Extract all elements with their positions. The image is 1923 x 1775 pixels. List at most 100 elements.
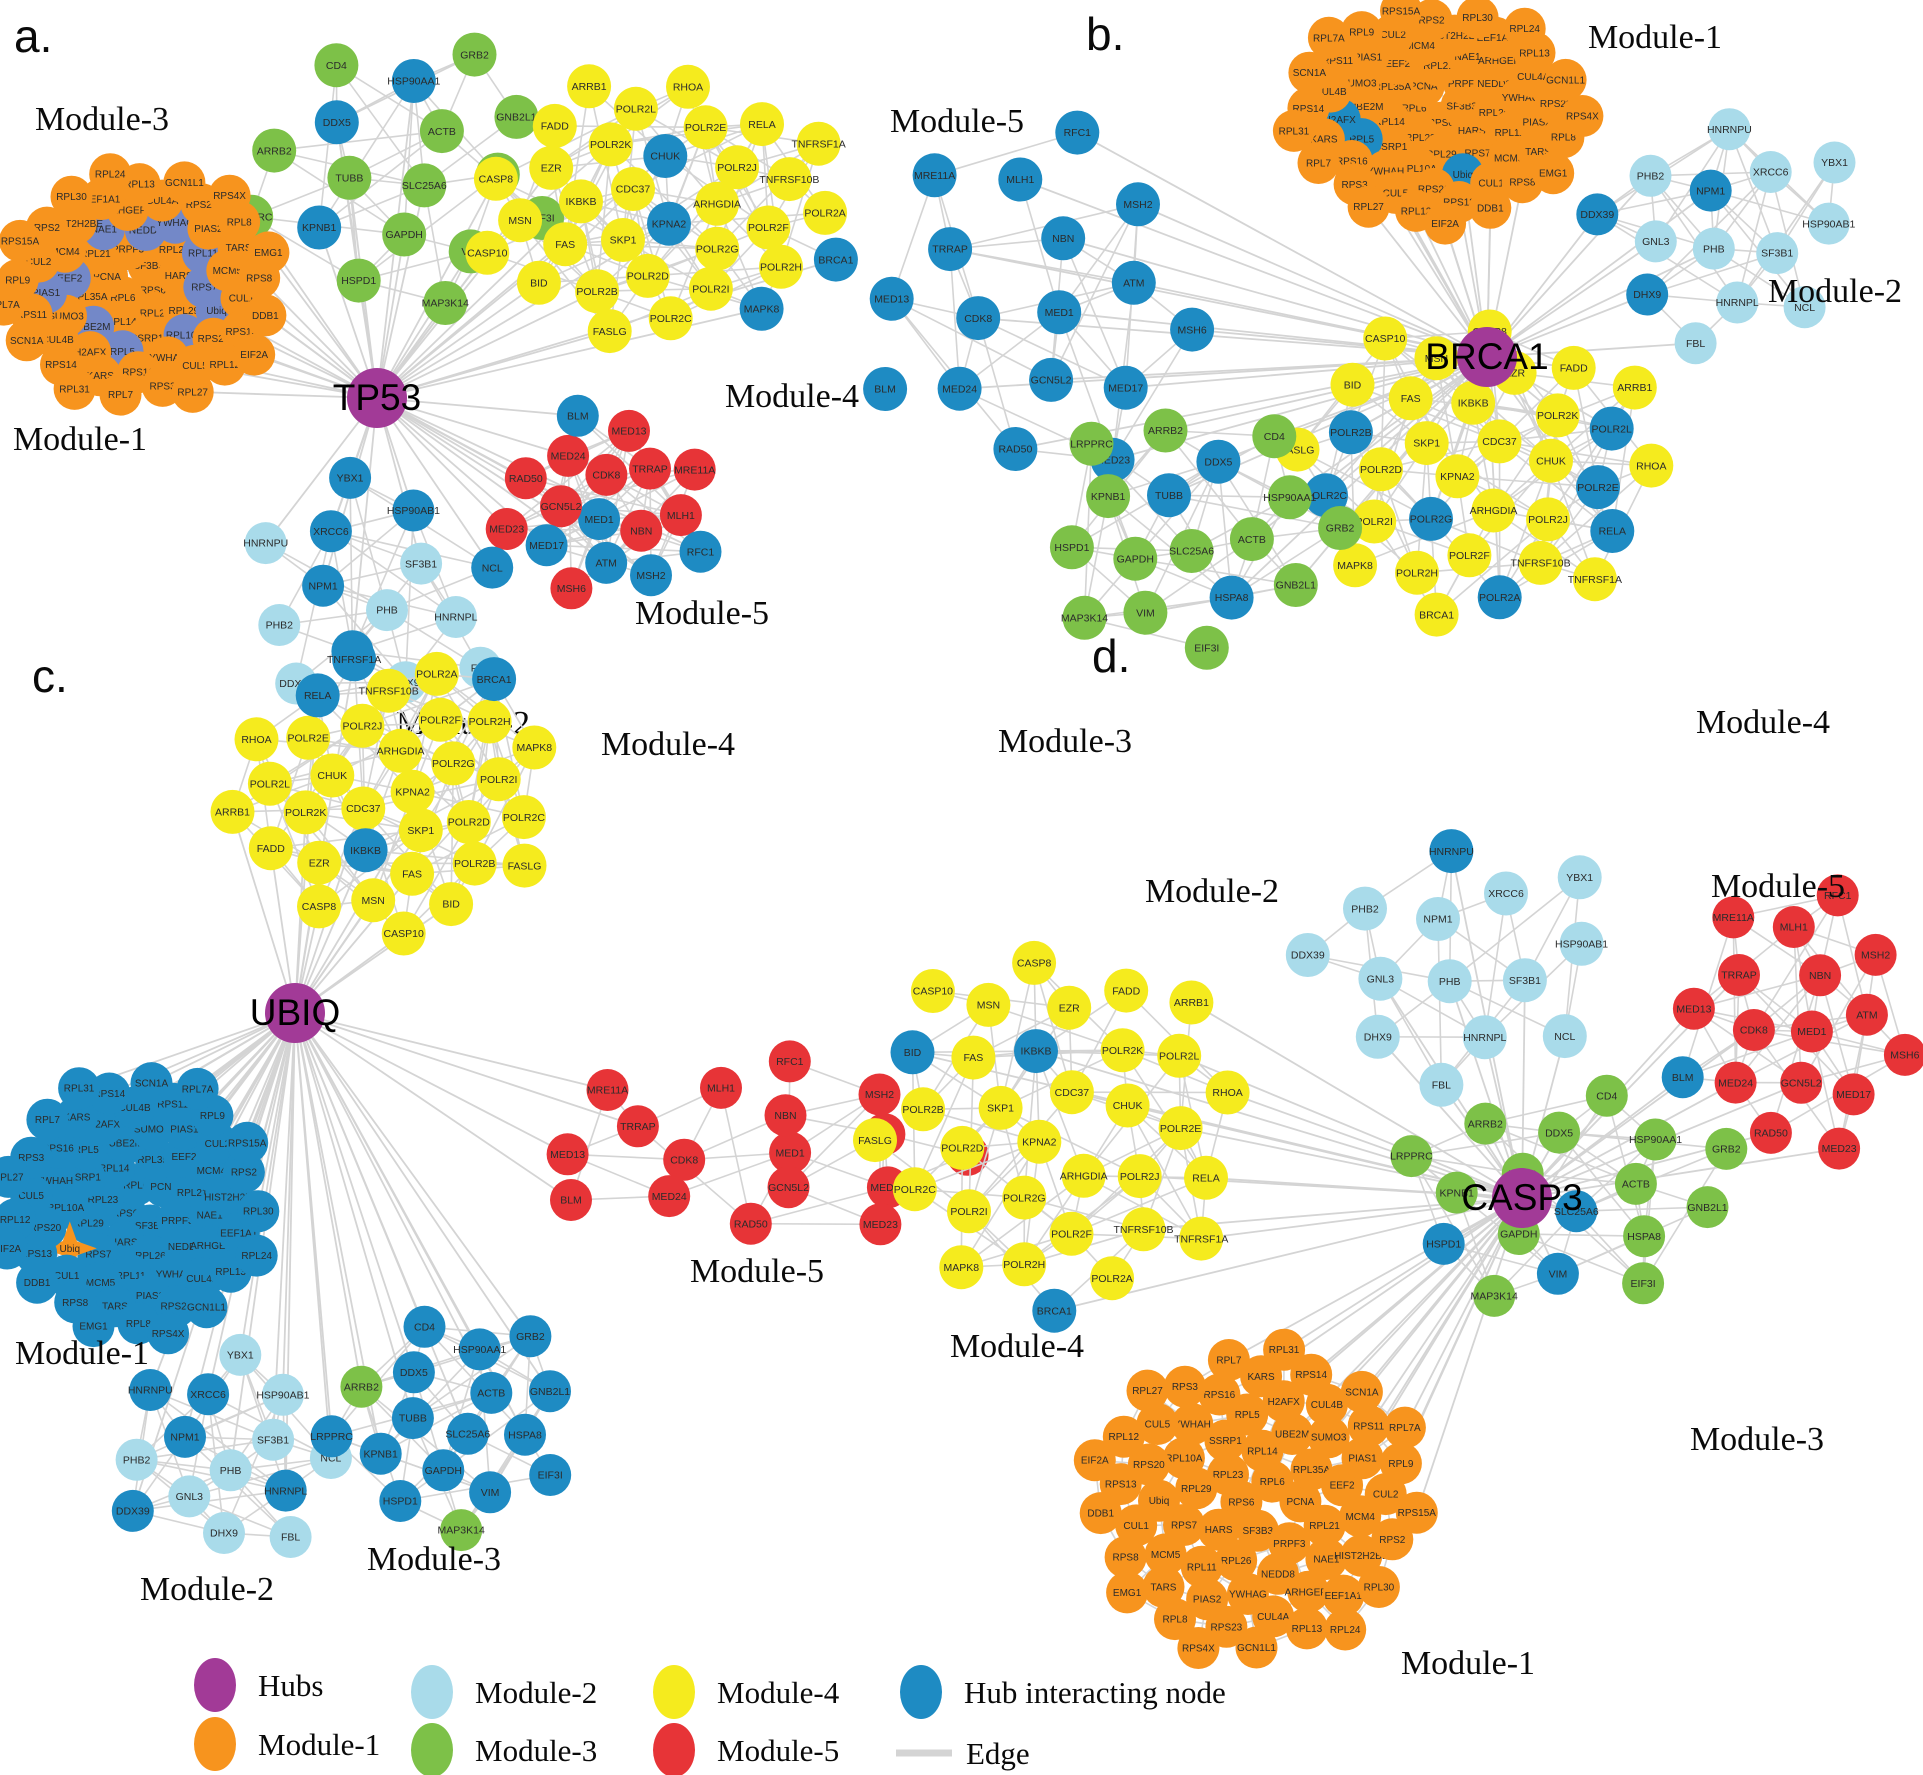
node-POLR2F[interactable] [746, 205, 791, 250]
node-EIF2A[interactable] [0, 1227, 29, 1270]
node-CD4[interactable] [314, 43, 359, 88]
node-SLC25A6[interactable] [402, 163, 447, 208]
node-CUL1[interactable] [1115, 1504, 1158, 1547]
node-ACTB[interactable] [419, 109, 464, 154]
node-XRCC6[interactable] [1484, 871, 1528, 916]
node-FAS[interactable] [1388, 376, 1433, 421]
node-NCL[interactable] [471, 546, 514, 589]
node-YWHAH[interactable] [1171, 1403, 1214, 1446]
node-SF3B1[interactable] [252, 1418, 295, 1461]
node-RPL24[interactable] [235, 1234, 278, 1277]
node-NAE1[interactable] [1305, 1538, 1348, 1580]
node-BRCA1[interactable] [1414, 592, 1459, 637]
node-YBX1[interactable] [1557, 855, 1602, 900]
node-FBL[interactable] [269, 1516, 312, 1558]
node-ACTB[interactable] [1229, 517, 1274, 562]
node-SKP1[interactable] [398, 808, 443, 853]
node-TNFRSF1A[interactable] [332, 637, 377, 682]
node-RPS14[interactable] [1290, 1353, 1333, 1396]
node-POLR2B[interactable] [452, 841, 497, 886]
node-RPS4X[interactable] [1561, 95, 1604, 137]
node-MLH1[interactable] [700, 1066, 742, 1109]
node-RPL30[interactable] [50, 175, 93, 218]
node-PHB[interactable] [1427, 959, 1472, 1004]
node-SF3B1[interactable] [1756, 232, 1799, 275]
node-GNL3[interactable] [168, 1475, 211, 1518]
node-GAPDH[interactable] [422, 1449, 465, 1492]
node-RFC1[interactable] [1055, 110, 1100, 155]
node-EMG1[interactable] [247, 231, 290, 274]
node-SF3B1[interactable] [400, 542, 443, 585]
node-POLR2G[interactable] [695, 226, 740, 271]
hub-node-UBIQ[interactable] [265, 983, 325, 1043]
node-KPNA2[interactable] [390, 769, 435, 814]
node-RPL23[interactable] [1207, 1453, 1249, 1496]
node-NBN[interactable] [620, 509, 663, 552]
node-GNB2L1[interactable] [494, 94, 539, 139]
node-POLR2C[interactable] [892, 1167, 937, 1212]
node-CD4[interactable] [403, 1305, 446, 1348]
node-MED13[interactable] [546, 1133, 589, 1176]
node-MED23[interactable] [485, 508, 528, 550]
hub-node-BRCA1[interactable] [1457, 327, 1517, 387]
node-HSP90AB1[interactable] [261, 1373, 304, 1416]
node-SLC25A6[interactable] [1169, 529, 1214, 573]
node-GCN1L1[interactable] [163, 161, 206, 204]
node-EIF3I[interactable] [529, 1454, 572, 1496]
node-DDX5[interactable] [1538, 1111, 1581, 1154]
node-DDX5[interactable] [392, 1351, 435, 1394]
node-ARRB2[interactable] [340, 1365, 383, 1408]
node-CASP8[interactable] [297, 884, 341, 929]
node-RPL27[interactable] [1126, 1369, 1169, 1412]
node-POLR2A[interactable] [1477, 575, 1522, 620]
node-MAPK8[interactable] [939, 1245, 984, 1290]
node-SLC25A6[interactable] [1555, 1190, 1598, 1233]
node-POLR2B[interactable] [1328, 410, 1373, 455]
node-FASLG[interactable] [502, 843, 547, 888]
node-GNB2L1[interactable] [1273, 563, 1318, 607]
node-SKP1[interactable] [978, 1085, 1023, 1130]
node-BRCA1[interactable] [813, 237, 858, 282]
node-HSPA8[interactable] [504, 1413, 546, 1456]
node-RPL30[interactable] [237, 1190, 280, 1233]
node-MAP3K14[interactable] [1473, 1274, 1516, 1317]
node-POLR2F[interactable] [1447, 533, 1492, 578]
node-RPL7A[interactable] [1307, 16, 1350, 59]
node-TRRAP[interactable] [1718, 954, 1760, 996]
node-EIF2A[interactable] [1073, 1439, 1116, 1482]
node-RPL24[interactable] [1324, 1608, 1367, 1651]
node-CUL4A[interactable] [1252, 1595, 1295, 1638]
node-CDK8[interactable] [585, 453, 628, 496]
node-GCN1L1[interactable] [1235, 1626, 1278, 1669]
node-TUBB[interactable] [391, 1397, 434, 1440]
node-SKP1[interactable] [601, 218, 645, 262]
node-IKBKB[interactable] [343, 828, 388, 873]
node-POLR2D[interactable] [446, 800, 491, 844]
node-POLR2L[interactable] [1157, 1033, 1202, 1078]
node-MAP3K14[interactable] [440, 1509, 483, 1552]
node-PHB[interactable] [209, 1449, 252, 1492]
node-KPNA2[interactable] [1017, 1119, 1062, 1164]
node-RHOA[interactable] [666, 64, 710, 109]
node-EMG1[interactable] [1532, 152, 1575, 195]
node-ARRB1[interactable] [210, 789, 255, 834]
node-FADD[interactable] [1551, 345, 1596, 390]
node-BLM[interactable] [1661, 1056, 1704, 1099]
node-MED24[interactable] [547, 434, 590, 477]
node-SCN1A[interactable] [5, 319, 48, 362]
node-GRB2[interactable] [1318, 506, 1363, 550]
node-MSN[interactable] [351, 878, 396, 923]
node-EZR[interactable] [297, 840, 342, 885]
node-RPL7[interactable] [1207, 1339, 1250, 1381]
node-HSP90AB1[interactable] [1807, 202, 1850, 245]
node-DDX5[interactable] [314, 100, 359, 145]
node-TNFRSF1A[interactable] [1572, 557, 1617, 602]
node-NPM1[interactable] [164, 1415, 206, 1458]
node-FBL[interactable] [1419, 1062, 1464, 1107]
node-ATM[interactable] [1111, 260, 1156, 305]
node-HSP90AA1[interactable] [1634, 1118, 1677, 1161]
node-RAD50[interactable] [504, 457, 547, 500]
node-MAP3K14[interactable] [423, 281, 468, 325]
hub-node-TP53[interactable] [347, 368, 407, 428]
node-POLR2D[interactable] [940, 1125, 985, 1170]
